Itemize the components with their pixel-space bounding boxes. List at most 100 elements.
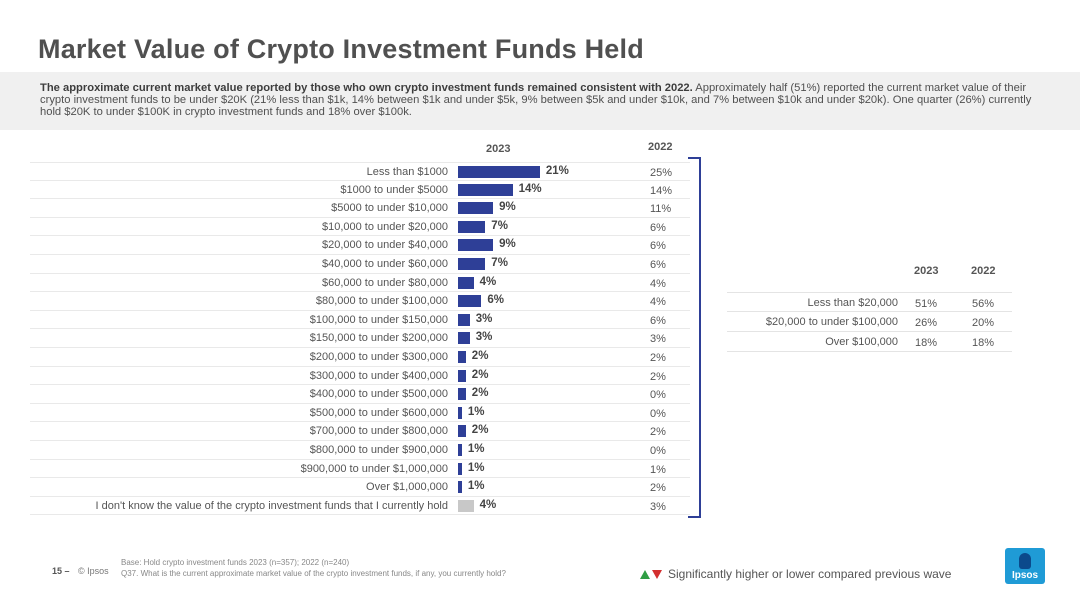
- category-label: $300,000 to under $400,000: [309, 369, 448, 382]
- summary-text: The approximate current market value rep…: [40, 82, 1040, 118]
- bar-value-label: 7%: [491, 256, 508, 269]
- category-label: $500,000 to under $600,000: [309, 406, 448, 419]
- table-row: Less than $20,000 51% 56%: [727, 292, 1012, 312]
- table-cell-2023: 26%: [915, 317, 938, 329]
- table-row-label: $20,000 to under $100,000: [765, 316, 898, 328]
- column-header-2022: 2022: [648, 141, 673, 153]
- bar-value-label: 1%: [467, 405, 485, 418]
- bar-2023: [458, 239, 494, 252]
- bar-2023: [458, 462, 462, 475]
- table-row: $20,000 to under $100,000 26% 20%: [727, 312, 1012, 332]
- value-2022: 3%: [650, 500, 666, 513]
- category-label: $1000 to under $5000: [340, 183, 448, 196]
- chart-row: $900,000 to under $1,000,000 1% 1%: [30, 460, 690, 479]
- triangle-down-icon: [652, 569, 662, 579]
- bar-value-label: 4%: [479, 498, 497, 511]
- bar-value-label: 2%: [471, 368, 489, 381]
- page-title: Market Value of Crypto Investment Funds …: [38, 34, 644, 64]
- bar-2023: [458, 183, 513, 196]
- value-2022: 2%: [650, 351, 666, 364]
- chart-row: $1000 to under $5000 14% 14%: [30, 181, 690, 200]
- legend-text: Significantly higher or lower compared p…: [668, 567, 952, 581]
- category-label: $5000 to under $10,000: [331, 202, 448, 215]
- table-cell-2023: 51%: [915, 298, 938, 310]
- bar-value-label: 3%: [475, 331, 493, 344]
- bar-2023: [458, 350, 466, 363]
- value-2022: 2%: [650, 482, 666, 495]
- value-2022: 14%: [650, 184, 673, 197]
- bar-value-label: 14%: [518, 182, 542, 195]
- logo-text: Ipsos: [1011, 570, 1039, 581]
- category-label: $700,000 to under $800,000: [309, 425, 448, 438]
- value-2022: 11%: [650, 203, 672, 216]
- category-label: $60,000 to under $80,000: [321, 276, 448, 289]
- bar-2023: [458, 276, 474, 289]
- bar-2023: [458, 425, 466, 438]
- category-label: $200,000 to under $300,000: [309, 350, 448, 363]
- footnote: Base: Hold crypto investment funds 2023 …: [121, 557, 506, 579]
- summary-bold: The approximate current market value rep…: [40, 82, 693, 94]
- category-label: $20,000 to under $40,000: [321, 239, 448, 252]
- value-2022: 6%: [650, 258, 666, 271]
- category-label: Over $1,000,000: [366, 481, 448, 494]
- table-cell-2023: 18%: [915, 337, 938, 349]
- value-2022: 0%: [650, 444, 666, 457]
- value-2022: 6%: [650, 221, 666, 234]
- value-2022: 3%: [650, 333, 666, 346]
- category-label: $80,000 to under $100,000: [315, 295, 448, 308]
- ipsos-logo: Ipsos: [1005, 548, 1045, 584]
- value-2022: 0%: [650, 407, 666, 420]
- value-2022: 1%: [650, 463, 666, 476]
- chart-row: $500,000 to under $600,000 1% 0%: [30, 404, 690, 423]
- bar-value-label: 7%: [491, 219, 508, 232]
- bar-value-label: 2%: [471, 349, 489, 362]
- value-2022: 4%: [650, 277, 666, 290]
- category-label: $10,000 to under $20,000: [321, 220, 448, 233]
- bar-value-label: 6%: [487, 294, 505, 307]
- summary-table: Less than $20,000 51% 56% $20,000 to under …: [727, 292, 1012, 352]
- bar-2023: [458, 332, 470, 345]
- bar-2023: [458, 443, 462, 456]
- bar-2023: [458, 202, 494, 215]
- chart-row: $300,000 to under $400,000 2% 2%: [30, 367, 690, 386]
- bar-value-label: 1%: [467, 461, 485, 474]
- bar-2023: [458, 499, 474, 512]
- chart-row: $60,000 to under $80,000 4% 4%: [30, 274, 690, 293]
- bar-2023: [458, 166, 540, 178]
- chart-row: $150,000 to under $200,000 3% 3%: [30, 329, 690, 348]
- bar-2023: [458, 388, 466, 401]
- chart-row: $20,000 to under $40,000 9% 6%: [30, 236, 690, 255]
- base-note: Base: Hold crypto investment funds 2023 …: [121, 558, 350, 567]
- table-cell-2022: 18%: [972, 337, 995, 349]
- bar-2023: [458, 220, 486, 233]
- bar-2023: [458, 313, 470, 326]
- bar-value-label: 9%: [499, 201, 516, 214]
- bar-value-label: 2%: [471, 387, 489, 400]
- value-2022: 2%: [650, 426, 666, 439]
- table-cell-2022: 20%: [972, 317, 995, 329]
- bar-value-label: 4%: [479, 275, 497, 288]
- bar-chart: Less than $1000 21% 25% $1000 to under $500…: [30, 162, 690, 516]
- bar-value-label: 1%: [467, 442, 485, 455]
- value-2022: 0%: [650, 389, 666, 402]
- chart-row: $700,000 to under $800,000 2% 2%: [30, 422, 690, 441]
- table-row-label: Less than $20,000: [807, 297, 898, 309]
- chart-row: $200,000 to under $300,000 2% 2%: [30, 348, 690, 367]
- value-2022: 6%: [650, 314, 666, 327]
- value-2022: 25%: [650, 167, 673, 179]
- bar-value-label: 21%: [545, 165, 569, 177]
- side-header-2022: 2022: [971, 265, 996, 277]
- chart-row: $400,000 to under $500,000 2% 0%: [30, 385, 690, 404]
- value-2022: 4%: [650, 296, 666, 309]
- chart-row: $100,000 to under $150,000 3% 6%: [30, 311, 690, 330]
- triangle-up-icon: [640, 569, 650, 579]
- significance-legend: Significantly higher or lower compared p…: [640, 567, 951, 581]
- page-number: 15 –: [52, 566, 70, 576]
- logo-figure-icon: [1019, 553, 1031, 569]
- chart-row: Less than $1000 21% 25%: [30, 162, 690, 181]
- bar-2023: [458, 406, 462, 419]
- bar-2023: [458, 257, 486, 270]
- copyright: © Ipsos: [78, 566, 109, 576]
- category-label: I don't know the value of the crypto inv…: [95, 499, 448, 512]
- category-label: Less than $1000: [366, 166, 448, 178]
